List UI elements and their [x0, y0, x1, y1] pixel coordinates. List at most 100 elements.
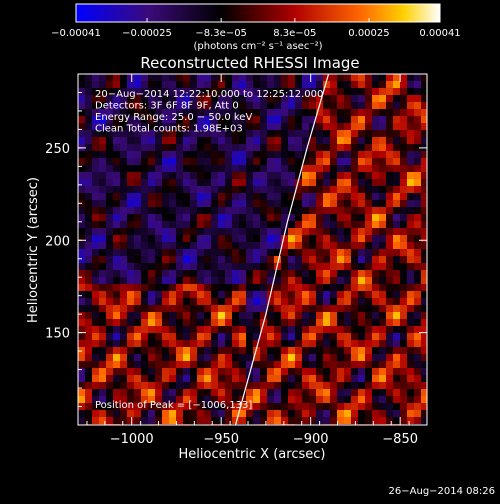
- heatmap-cell: [92, 165, 99, 172]
- heatmap-cell: [78, 165, 85, 172]
- heatmap-cell: [246, 396, 253, 403]
- heatmap-cell: [148, 284, 155, 291]
- heatmap-cell: [134, 340, 141, 347]
- heatmap-cell: [379, 347, 386, 354]
- heatmap-cell: [386, 291, 393, 298]
- heatmap-cell: [302, 228, 309, 235]
- heatmap-cell: [309, 235, 316, 242]
- heatmap-cell: [337, 186, 344, 193]
- heatmap-cell: [323, 389, 330, 396]
- heatmap-cell: [407, 179, 414, 186]
- heatmap-cell: [232, 109, 239, 116]
- heatmap-cell: [386, 298, 393, 305]
- heatmap-cell: [365, 417, 372, 424]
- heatmap-cell: [148, 361, 155, 368]
- heatmap-cell: [323, 228, 330, 235]
- heatmap-cell: [260, 396, 267, 403]
- heatmap-cell: [372, 74, 379, 81]
- heatmap-cell: [190, 396, 197, 403]
- heatmap-cell: [169, 417, 176, 424]
- heatmap-cell: [414, 347, 421, 354]
- heatmap-cell: [400, 200, 407, 207]
- heatmap-cell: [330, 347, 337, 354]
- heatmap-cell: [414, 214, 421, 221]
- heatmap-cell: [78, 389, 85, 396]
- heatmap-cell: [330, 102, 337, 109]
- heatmap-cell: [295, 158, 302, 165]
- heatmap-cell: [232, 193, 239, 200]
- heatmap-cell: [267, 326, 274, 333]
- heatmap-cell: [218, 200, 225, 207]
- heatmap-cell: [400, 270, 407, 277]
- heatmap-cell: [99, 172, 106, 179]
- heatmap-cell: [246, 95, 253, 102]
- heatmap-cell: [197, 193, 204, 200]
- heatmap-cell: [113, 207, 120, 214]
- heatmap-cell: [127, 242, 134, 249]
- heatmap-cell: [281, 326, 288, 333]
- heatmap-cell: [218, 389, 225, 396]
- heatmap-cell: [218, 242, 225, 249]
- heatmap-cell: [288, 298, 295, 305]
- heatmap-cell: [323, 291, 330, 298]
- heatmap-cell: [267, 144, 274, 151]
- heatmap-cell: [358, 326, 365, 333]
- heatmap-cell: [155, 263, 162, 270]
- heatmap-cell: [302, 221, 309, 228]
- heatmap-cell: [365, 151, 372, 158]
- heatmap-cell: [183, 116, 190, 123]
- heatmap-cell: [155, 333, 162, 340]
- heatmap-cell: [169, 165, 176, 172]
- heatmap-cell: [400, 361, 407, 368]
- heatmap-cell: [176, 186, 183, 193]
- heatmap-cell: [148, 130, 155, 137]
- heatmap-cell: [92, 186, 99, 193]
- heatmap-cell: [106, 256, 113, 263]
- heatmap-cell: [169, 305, 176, 312]
- heatmap-cell: [379, 88, 386, 95]
- heatmap-cell: [365, 207, 372, 214]
- heatmap-cell: [92, 319, 99, 326]
- heatmap-cell: [295, 165, 302, 172]
- heatmap-cell: [253, 291, 260, 298]
- heatmap-cell: [155, 270, 162, 277]
- heatmap-cell: [211, 319, 218, 326]
- heatmap-cell: [85, 81, 92, 88]
- heatmap-cell: [337, 368, 344, 375]
- heatmap-cell: [92, 172, 99, 179]
- heatmap-cell: [253, 277, 260, 284]
- heatmap-cell: [323, 88, 330, 95]
- heatmap-cell: [323, 186, 330, 193]
- heatmap-cell: [120, 207, 127, 214]
- heatmap-cell: [274, 410, 281, 417]
- heatmap-cell: [120, 123, 127, 130]
- heatmap-cell: [232, 347, 239, 354]
- heatmap-cell: [92, 382, 99, 389]
- heatmap-cell: [169, 214, 176, 221]
- heatmap-cell: [197, 368, 204, 375]
- heatmap-cell: [183, 396, 190, 403]
- heatmap-cell: [400, 109, 407, 116]
- heatmap-cell: [120, 193, 127, 200]
- heatmap-cell: [323, 249, 330, 256]
- heatmap-cell: [204, 193, 211, 200]
- heatmap-cell: [393, 396, 400, 403]
- heatmap-cell: [288, 74, 295, 81]
- heatmap-cell: [267, 403, 274, 410]
- heatmap-cell: [421, 193, 427, 200]
- heatmap-cell: [386, 172, 393, 179]
- heatmap-cell: [337, 165, 344, 172]
- heatmap-cell: [183, 326, 190, 333]
- heatmap-cell: [134, 109, 141, 116]
- heatmap-cell: [267, 74, 274, 81]
- heatmap-cell: [197, 305, 204, 312]
- heatmap-cell: [414, 361, 421, 368]
- heatmap-cell: [190, 200, 197, 207]
- heatmap-cell: [344, 151, 351, 158]
- heatmap-cell: [211, 263, 218, 270]
- heatmap-cell: [183, 333, 190, 340]
- heatmap-cell: [169, 347, 176, 354]
- heatmap-cell: [232, 228, 239, 235]
- heatmap-cell: [134, 81, 141, 88]
- heatmap-cell: [239, 74, 246, 81]
